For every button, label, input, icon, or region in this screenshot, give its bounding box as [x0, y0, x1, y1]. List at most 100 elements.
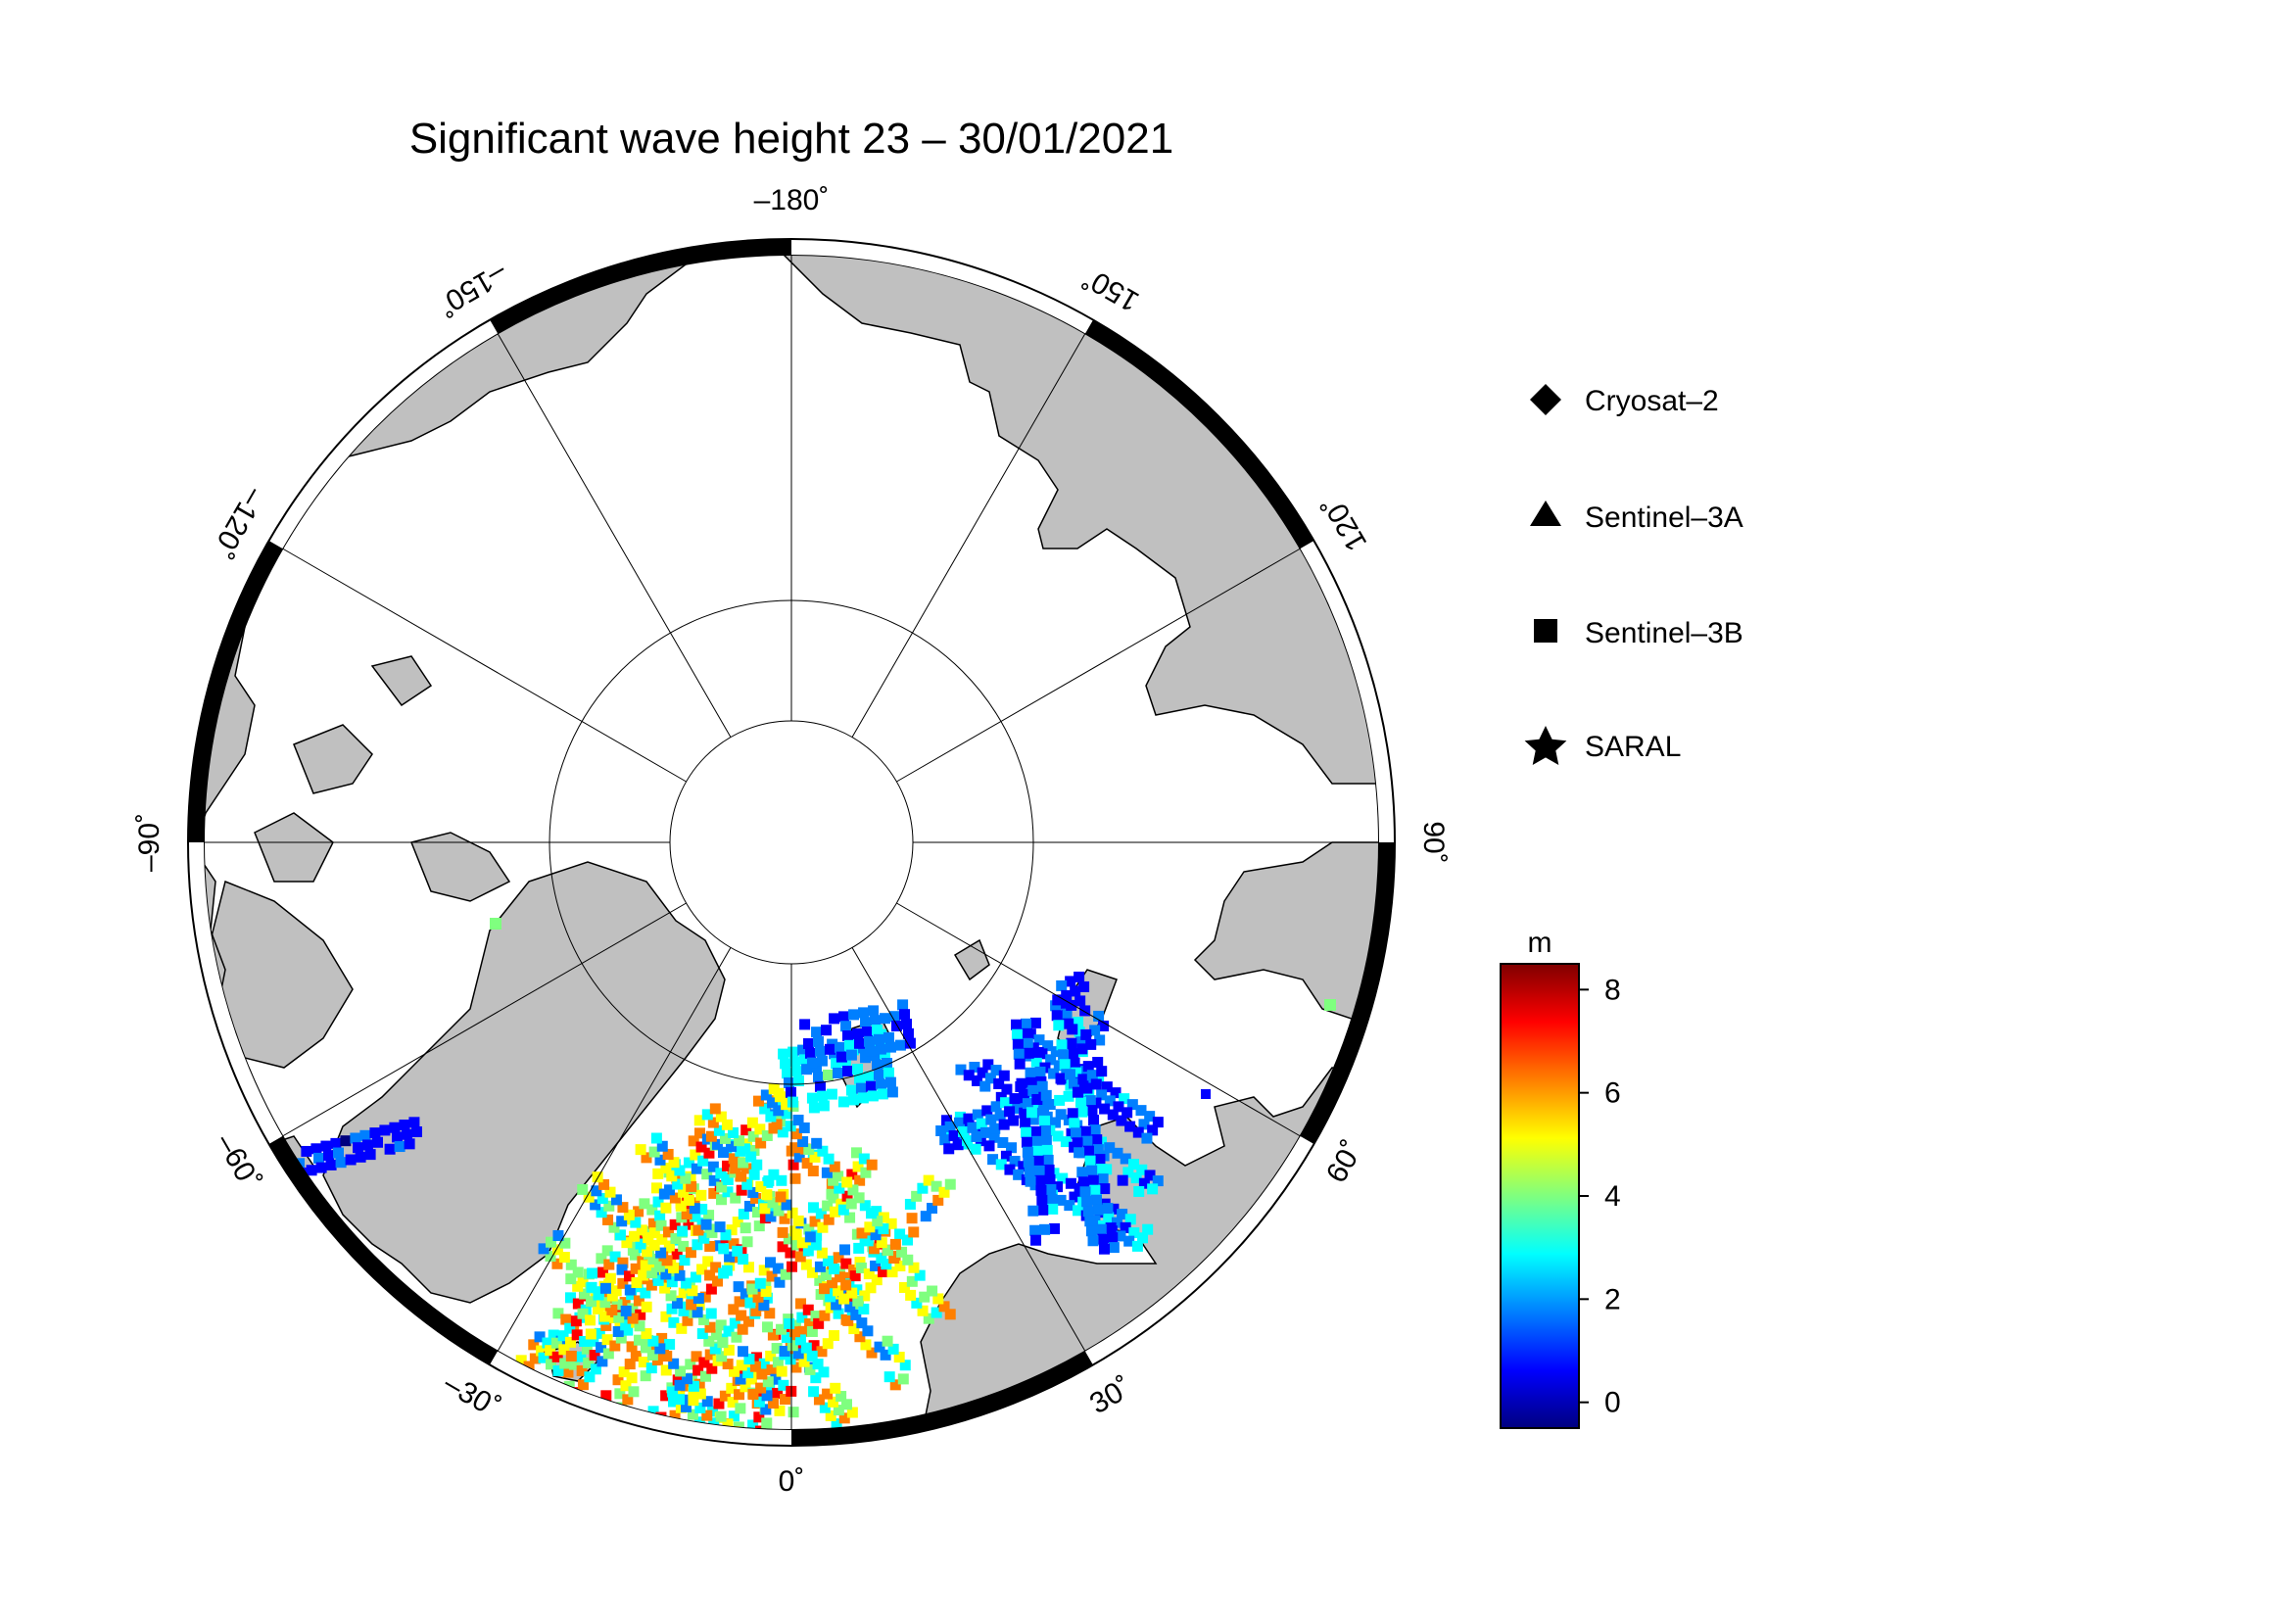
- wave-obs: [904, 1037, 916, 1049]
- wave-obs: [863, 1071, 875, 1082]
- wave-obs: [372, 1136, 383, 1148]
- wave-obs: [743, 1353, 755, 1364]
- wave-obs: [995, 1159, 1007, 1170]
- wave-obs: [546, 1417, 557, 1429]
- wave-obs: [756, 1368, 768, 1380]
- wave-obs: [1021, 1126, 1032, 1138]
- wave-obs: [829, 1330, 840, 1342]
- colorbar-ticks: 8 6 4 2 0: [1579, 974, 1621, 1419]
- wave-obs: [681, 1373, 692, 1385]
- wave-obs: [364, 1149, 376, 1161]
- wave-obs: [734, 1296, 745, 1308]
- wave-obs: [1147, 1183, 1159, 1195]
- wave-obs: [774, 1405, 786, 1416]
- wave-obs: [751, 1159, 763, 1170]
- wave-obs: [854, 1174, 866, 1186]
- wave-obs: [877, 1088, 888, 1100]
- wave-obs: [701, 1396, 713, 1408]
- wave-obs: [753, 1396, 765, 1408]
- wave-obs: [1061, 989, 1073, 1001]
- wave-obs: [760, 1089, 772, 1101]
- wave-obs: [1042, 1040, 1054, 1052]
- wave-obs: [997, 1137, 1009, 1149]
- wave-obs: [620, 1305, 632, 1316]
- wave-obs: [726, 1141, 738, 1153]
- wave-obs: [766, 1364, 778, 1376]
- wave-obs: [680, 1401, 692, 1412]
- wave-obs: [690, 1211, 701, 1222]
- wave-obs: [720, 1229, 732, 1241]
- wave-obs: [990, 1101, 1002, 1113]
- wave-obs: [1084, 1216, 1096, 1227]
- wave-obs: [765, 1111, 777, 1122]
- frame-segment: [490, 1351, 792, 1446]
- wave-obs: [787, 1340, 798, 1352]
- wave-obs: [584, 1371, 596, 1383]
- wave-obs: [781, 1331, 792, 1343]
- wave-obs: [1053, 1020, 1065, 1031]
- wave-obs: [565, 1259, 577, 1270]
- wave-obs: [624, 1270, 636, 1282]
- wave-obs: [735, 1403, 746, 1414]
- wave-obs: [887, 1343, 899, 1355]
- wave-obs: [734, 1389, 745, 1401]
- wave-obs: [882, 1245, 893, 1257]
- wave-obs: [1133, 1185, 1145, 1197]
- wave-obs: [1024, 1166, 1035, 1177]
- wave-obs: [787, 1096, 798, 1108]
- wave-obs: [747, 1419, 759, 1430]
- wave-obs: [721, 1265, 733, 1276]
- wave-obs: [708, 1417, 720, 1429]
- wave-obs: [1081, 1082, 1093, 1094]
- wave-obs: [834, 1041, 845, 1053]
- wave-obs: [943, 1143, 955, 1155]
- wave-obs: [746, 1117, 758, 1128]
- wave-obs: [1067, 1108, 1078, 1120]
- wave-obs: [648, 1239, 660, 1251]
- wave-obs: [1089, 1025, 1101, 1036]
- wave-obs: [340, 1135, 352, 1147]
- wave-obs: [640, 1342, 651, 1354]
- wave-obs: [703, 1335, 715, 1347]
- wave-obs: [1092, 1204, 1104, 1216]
- wave-obs: [1096, 1066, 1108, 1077]
- wave-obs: [613, 1312, 625, 1323]
- wave-obs: [1144, 1111, 1156, 1122]
- wave-obs: [1099, 1103, 1111, 1115]
- wave-obs: [743, 1200, 755, 1212]
- wave-obs: [1059, 1059, 1071, 1071]
- meridian-line: [851, 333, 1086, 738]
- wave-obs: [813, 1317, 825, 1329]
- wave-obs: [614, 1229, 626, 1241]
- wave-obs: [536, 1345, 548, 1357]
- wave-obs: [758, 1358, 770, 1369]
- wave-obs: [653, 1261, 665, 1272]
- wave-obs: [716, 1181, 728, 1193]
- wave-obs: [782, 1068, 793, 1079]
- wave-obs: [648, 1227, 660, 1239]
- wave-obs: [853, 1192, 865, 1204]
- wave-obs: [670, 1232, 682, 1244]
- wave-obs: [671, 1248, 683, 1260]
- wave-obs: [761, 1189, 773, 1201]
- wave-obs: [542, 1337, 553, 1349]
- longitude-label: –60˚: [210, 1128, 267, 1196]
- wave-obs: [1112, 1147, 1123, 1159]
- wave-obs: [781, 1108, 792, 1120]
- wave-obs: [1102, 1203, 1114, 1215]
- wave-obs: [707, 1406, 719, 1417]
- wave-obs: [722, 1173, 734, 1185]
- wave-obs: [816, 1346, 828, 1358]
- wave-obs: [1084, 1155, 1096, 1167]
- wave-obs: [1009, 1093, 1021, 1105]
- wave-obs: [810, 1311, 822, 1322]
- wave-obs: [816, 1090, 828, 1102]
- wave-obs: [528, 1339, 540, 1351]
- wave-obs: [838, 1011, 850, 1023]
- wave-obs: [944, 1178, 956, 1190]
- frame-segment: [1300, 541, 1395, 843]
- wave-obs: [330, 1137, 342, 1149]
- wave-obs: [589, 1350, 600, 1361]
- wave-obs: [1108, 1203, 1120, 1215]
- wave-obs: [1096, 1089, 1108, 1101]
